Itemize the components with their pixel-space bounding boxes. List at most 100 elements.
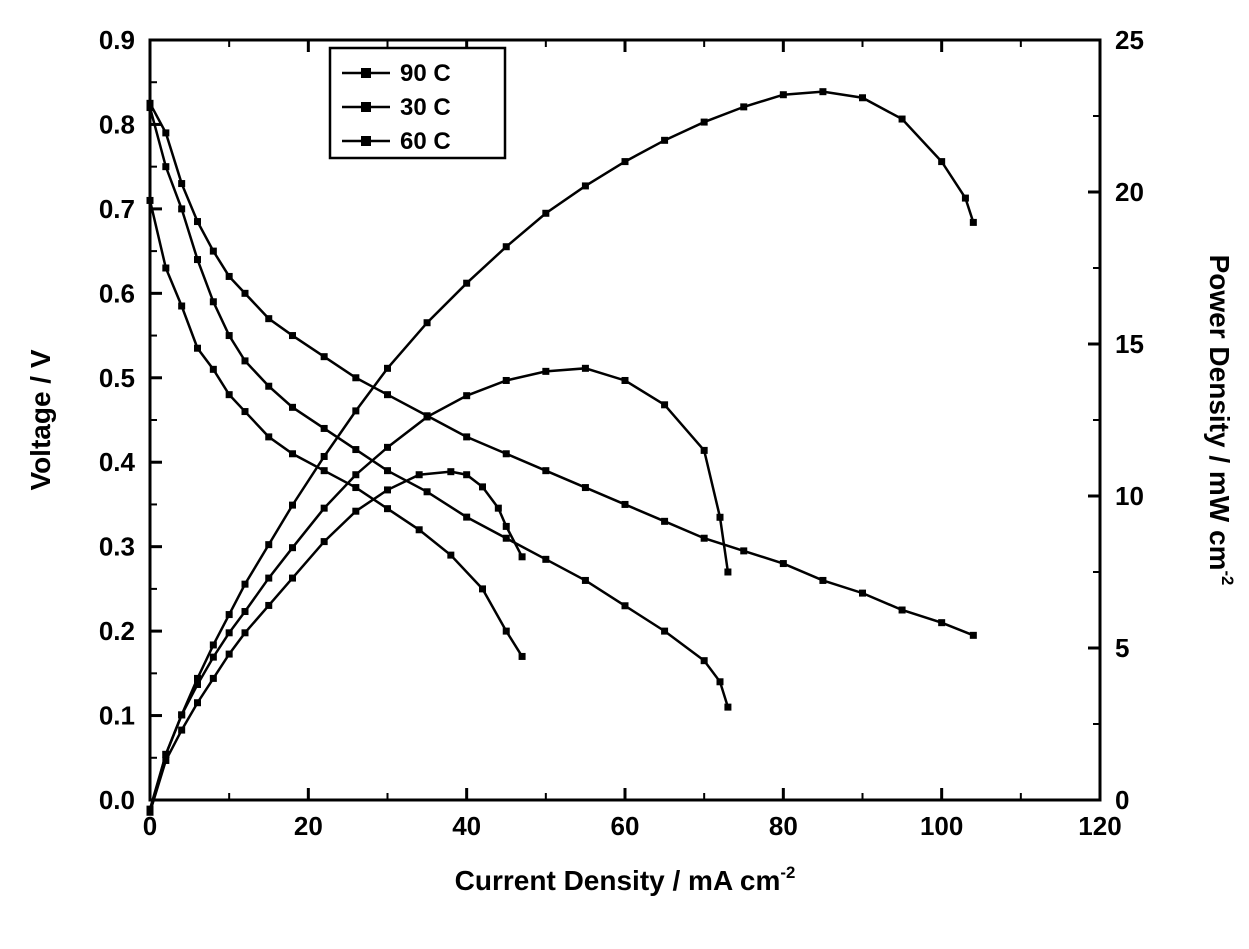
data-marker — [661, 401, 668, 408]
data-marker — [384, 391, 391, 398]
data-marker — [210, 366, 217, 373]
data-marker — [289, 450, 296, 457]
data-marker — [463, 280, 470, 287]
data-marker — [226, 611, 233, 618]
data-marker — [582, 484, 589, 491]
data-marker — [701, 447, 708, 454]
data-marker — [194, 256, 201, 263]
data-marker — [970, 632, 977, 639]
y-right-tick-label: 20 — [1115, 177, 1144, 207]
data-marker — [162, 757, 169, 764]
data-marker — [289, 502, 296, 509]
x-tick-label: 40 — [452, 811, 481, 841]
data-marker — [210, 248, 217, 255]
data-marker — [717, 678, 724, 685]
data-marker — [542, 467, 549, 474]
data-marker — [479, 483, 486, 490]
data-marker — [210, 298, 217, 305]
y-left-tick-label: 0.2 — [99, 616, 135, 646]
series-line — [150, 472, 522, 812]
data-marker — [495, 505, 502, 512]
data-marker — [542, 556, 549, 563]
data-marker — [210, 641, 217, 648]
data-marker — [416, 471, 423, 478]
series-line — [150, 92, 973, 812]
data-marker — [622, 501, 629, 508]
data-marker — [147, 104, 154, 111]
data-marker — [352, 374, 359, 381]
y-left-tick-label: 0.6 — [99, 278, 135, 308]
y-right-tick-label: 25 — [1115, 25, 1144, 55]
data-marker — [210, 675, 217, 682]
data-marker — [265, 383, 272, 390]
data-marker — [242, 357, 249, 364]
data-marker — [194, 699, 201, 706]
data-marker — [519, 553, 526, 560]
data-marker — [265, 315, 272, 322]
data-marker — [352, 484, 359, 491]
y-left-tick-label: 0.9 — [99, 25, 135, 55]
data-marker — [463, 471, 470, 478]
data-marker — [162, 129, 169, 136]
data-marker — [265, 541, 272, 548]
x-tick-label: 20 — [294, 811, 323, 841]
data-marker — [416, 526, 423, 533]
data-marker — [384, 486, 391, 493]
plot-frame — [150, 40, 1100, 800]
data-marker — [194, 681, 201, 688]
data-marker — [289, 575, 296, 582]
data-marker — [242, 608, 249, 615]
x-tick-label: 60 — [611, 811, 640, 841]
data-marker — [962, 195, 969, 202]
data-marker — [424, 488, 431, 495]
data-marker — [265, 602, 272, 609]
data-marker — [321, 505, 328, 512]
series-line — [150, 108, 728, 708]
data-marker — [463, 433, 470, 440]
data-marker — [503, 628, 510, 635]
x-tick-label: 100 — [920, 811, 963, 841]
x-axis-title: Current Density / mA cm-2 — [455, 863, 796, 896]
data-marker — [226, 273, 233, 280]
data-marker — [519, 653, 526, 660]
x-tick-label: 80 — [769, 811, 798, 841]
data-marker — [661, 518, 668, 525]
data-marker — [289, 332, 296, 339]
legend-label: 30 C — [400, 94, 451, 121]
chart-svg: 0204060801001200.00.10.20.30.40.50.60.70… — [0, 0, 1249, 949]
data-marker — [479, 585, 486, 592]
data-marker — [859, 94, 866, 101]
data-marker — [289, 404, 296, 411]
data-marker — [819, 88, 826, 95]
data-marker — [384, 505, 391, 512]
data-marker — [265, 433, 272, 440]
data-marker — [226, 651, 233, 658]
data-marker — [321, 538, 328, 545]
data-marker — [226, 629, 233, 636]
data-marker — [899, 116, 906, 123]
y-right-tick-label: 15 — [1115, 329, 1144, 359]
data-marker — [321, 453, 328, 460]
data-marker — [242, 408, 249, 415]
data-marker — [384, 444, 391, 451]
data-marker — [162, 163, 169, 170]
data-marker — [724, 569, 731, 576]
data-marker — [178, 727, 185, 734]
data-marker — [321, 353, 328, 360]
data-marker — [352, 508, 359, 515]
data-marker — [622, 158, 629, 165]
data-marker — [859, 590, 866, 597]
data-marker — [194, 218, 201, 225]
data-marker — [899, 607, 906, 614]
data-marker — [424, 413, 431, 420]
data-marker — [226, 391, 233, 398]
data-marker — [582, 182, 589, 189]
data-marker — [289, 544, 296, 551]
legend-marker-icon — [361, 68, 371, 78]
data-marker — [740, 547, 747, 554]
y-left-tick-label: 0.7 — [99, 194, 135, 224]
data-marker — [178, 303, 185, 310]
data-marker — [724, 704, 731, 711]
data-marker — [352, 471, 359, 478]
y-right-tick-label: 5 — [1115, 633, 1129, 663]
